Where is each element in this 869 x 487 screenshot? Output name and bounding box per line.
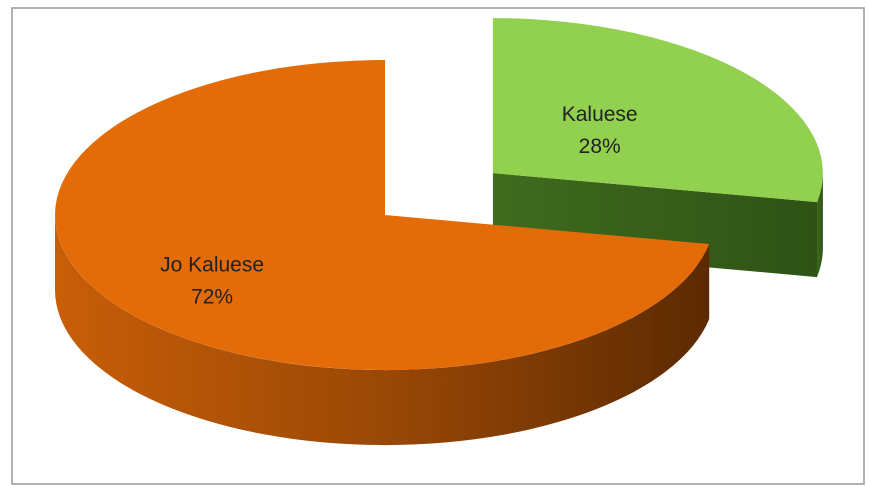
slice bbox=[55, 60, 710, 370]
slice-side bbox=[817, 173, 823, 278]
data-label-category: Jo Kaluese bbox=[160, 254, 264, 277]
data-label-value: 28% bbox=[579, 135, 621, 158]
slice-side bbox=[54, 215, 710, 446]
slice bbox=[492, 18, 823, 203]
data-label-category: Kaluese bbox=[562, 103, 638, 126]
data-label-value: 72% bbox=[191, 286, 233, 309]
